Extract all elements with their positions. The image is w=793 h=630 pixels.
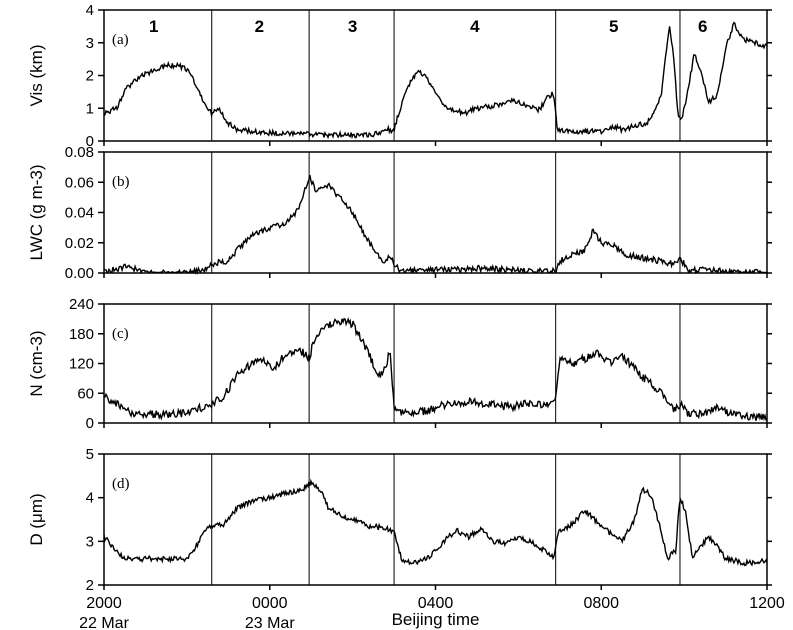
y-tick-label: 0.02 xyxy=(65,235,94,252)
period-number: 1 xyxy=(149,17,158,36)
y-tick-label: 0.00 xyxy=(65,265,94,282)
y-tick-label: 3 xyxy=(86,533,94,550)
panel-frame xyxy=(103,151,768,274)
y-tick-label: 5 xyxy=(86,446,94,463)
y-axis-label: N (cm-3) xyxy=(27,330,46,396)
y-tick-label: 60 xyxy=(77,385,94,402)
y-axis-label: D (μm) xyxy=(27,493,46,545)
y-tick-label: 240 xyxy=(69,296,94,313)
y-tick-label: 0.08 xyxy=(65,144,94,161)
y-tick-label: 1 xyxy=(86,100,94,117)
y-tick-label: 0.06 xyxy=(65,174,94,191)
y-tick-label: 0.04 xyxy=(65,205,94,222)
y-tick-label: 3 xyxy=(86,35,94,52)
period-number: 3 xyxy=(348,17,357,36)
panel-letter: (d) xyxy=(112,476,130,492)
panel-letter: (b) xyxy=(112,174,130,190)
x-tick-sublabel: 23 Mar xyxy=(245,615,295,630)
x-tick-label: 2000 xyxy=(86,595,122,612)
panel-frame xyxy=(103,453,768,586)
panel-letter: (a) xyxy=(112,32,129,48)
data-series-line xyxy=(103,478,768,567)
y-tick-label: 4 xyxy=(86,490,94,507)
y-tick-label: 120 xyxy=(69,356,94,373)
x-axis-label: Beijing time xyxy=(392,610,480,629)
y-tick-label: 0 xyxy=(86,133,94,150)
period-number: 2 xyxy=(255,17,264,36)
y-tick-label: 2 xyxy=(86,68,94,85)
x-tick-label: 1200 xyxy=(749,595,785,612)
x-tick-label: 0000 xyxy=(252,595,288,612)
panel-letter: (c) xyxy=(112,326,129,342)
x-tick-label: 0400 xyxy=(418,595,454,612)
y-axis-label: Vis (km) xyxy=(27,44,46,106)
period-number: 6 xyxy=(698,17,707,36)
data-series-line xyxy=(103,174,767,276)
period-number: 4 xyxy=(470,17,480,36)
y-tick-label: 2 xyxy=(86,577,94,594)
data-series-line xyxy=(103,21,768,140)
panel-frame xyxy=(103,303,768,424)
y-axis-label: LWC (g m-3) xyxy=(27,164,46,260)
x-tick-sublabel: 22 Mar xyxy=(79,615,129,630)
y-tick-label: 180 xyxy=(69,326,94,343)
x-tick-label: 0800 xyxy=(583,595,619,612)
y-tick-label: 4 xyxy=(86,2,94,19)
y-tick-label: 0 xyxy=(86,415,94,432)
panel-frame xyxy=(103,9,768,142)
data-series-line xyxy=(103,317,768,422)
period-number: 5 xyxy=(609,17,618,36)
